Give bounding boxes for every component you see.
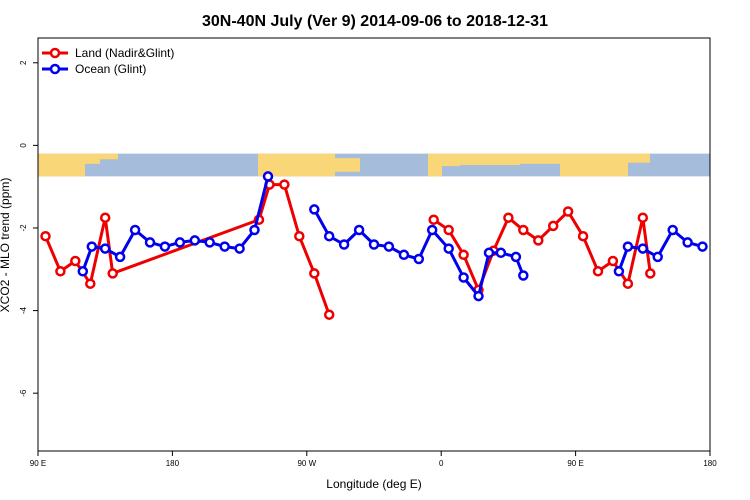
land-point-3 xyxy=(85,278,96,289)
band-land-3 xyxy=(258,153,335,177)
ocean-point-33 xyxy=(652,251,663,263)
ocean-point-27 xyxy=(495,247,507,259)
x-axis-label: Longitude (deg E) xyxy=(326,477,421,491)
x-tick-label-4: 90 E xyxy=(567,459,583,468)
ocean-point-22 xyxy=(426,224,438,236)
legend-ocean-marker xyxy=(49,63,61,75)
ocean-point-1 xyxy=(86,241,98,252)
ocean-point-20 xyxy=(398,249,410,261)
ocean-point-6 xyxy=(159,241,171,252)
y-tick-label-4: -6 xyxy=(19,389,28,397)
ocean-point-26 xyxy=(483,247,495,259)
chart-title: 30N-40N July (Ver 9) 2014-09-06 to 2018-… xyxy=(202,13,548,30)
ocean-point-19 xyxy=(383,241,395,252)
ocean-point-9 xyxy=(204,237,215,248)
land-point-5 xyxy=(107,268,118,279)
ocean-point-15 xyxy=(323,230,335,242)
series-layer xyxy=(40,171,708,320)
legend: Land (Nadir&Glint) Ocean (Glint) xyxy=(42,46,174,76)
legend-land-marker xyxy=(49,47,61,59)
ocean-point-23 xyxy=(443,243,454,254)
land-point-17 xyxy=(503,212,514,223)
x-tick-label-3: 0 xyxy=(439,459,444,468)
ocean-point-0 xyxy=(77,266,89,277)
land-point-8 xyxy=(279,179,290,190)
legend-ocean-label: Ocean (Glint) xyxy=(75,62,146,76)
land-point-10 xyxy=(309,268,320,279)
x-tick-label-1: 180 xyxy=(166,459,180,468)
ocean-point-18 xyxy=(368,239,380,250)
band-land-8 xyxy=(520,153,560,164)
axes-layer: 90 E 180 90 W 0 90 E 180 2 0 -2 -4 -6 xyxy=(19,60,717,468)
land-point-19 xyxy=(533,235,544,246)
ocean-point-24 xyxy=(458,272,469,283)
ocean-point-7 xyxy=(174,237,186,248)
ocean-point-11 xyxy=(234,243,245,254)
land-point-18 xyxy=(518,224,529,236)
land-point-22 xyxy=(577,230,589,242)
ocean-point-14 xyxy=(309,204,320,215)
land-point-1 xyxy=(55,266,66,277)
ocean-point-5 xyxy=(144,237,156,248)
ocean-point-10 xyxy=(219,241,230,252)
x-tick-label-2: 90 W xyxy=(297,459,316,468)
land-point-23 xyxy=(592,266,604,277)
land-point-4 xyxy=(99,212,111,223)
ocean-point-4 xyxy=(129,224,141,236)
ocean-point-8 xyxy=(189,235,201,246)
band-land-9 xyxy=(560,153,628,177)
land-point-27 xyxy=(645,268,656,279)
ocean-point-30 xyxy=(613,266,625,277)
land-point-25 xyxy=(622,278,634,289)
y-tick-label-0: 2 xyxy=(19,60,28,65)
ocean-point-17 xyxy=(353,224,365,236)
ocean-point-3 xyxy=(114,251,126,263)
band-land-4 xyxy=(335,158,360,172)
x-tick-label-5: 180 xyxy=(703,459,717,468)
band-land-10 xyxy=(628,153,650,163)
band-land-2 xyxy=(100,153,118,160)
band-land-1 xyxy=(85,153,100,164)
land-point-0 xyxy=(40,230,51,242)
land-point-20 xyxy=(547,220,559,232)
ocean-point-21 xyxy=(413,253,425,265)
ocean-point-34 xyxy=(667,224,678,236)
ocean-point-32 xyxy=(637,243,649,254)
ocean-series-line-1 xyxy=(312,208,525,298)
ocean-point-13 xyxy=(262,171,274,182)
x-tick-label-0: 90 E xyxy=(30,459,46,468)
ocean-point-2 xyxy=(99,243,111,254)
y-tick-label-1: 0 xyxy=(19,143,28,148)
y-axis-label: XCO2 - MLO trend (ppm) xyxy=(0,178,12,313)
land-point-9 xyxy=(294,230,305,242)
band-land-7 xyxy=(460,153,520,165)
ocean-point-28 xyxy=(510,251,522,263)
land-point-2 xyxy=(70,255,81,267)
band-land-0 xyxy=(38,153,85,177)
land-point-14 xyxy=(458,249,469,261)
land-point-11 xyxy=(323,309,335,320)
ocean-point-31 xyxy=(622,241,634,252)
band-land-5 xyxy=(428,153,442,177)
band-land-6 xyxy=(442,153,460,167)
land-point-21 xyxy=(562,206,574,217)
ocean-point-25 xyxy=(473,290,484,302)
ocean-point-35 xyxy=(682,237,693,248)
legend-land-label: Land (Nadir&Glint) xyxy=(75,46,174,60)
ocean-point-12 xyxy=(249,224,260,236)
y-tick-label-3: -4 xyxy=(19,306,28,314)
ocean-point-29 xyxy=(518,270,529,281)
land-point-26 xyxy=(637,212,649,223)
land-point-24 xyxy=(607,255,619,267)
plot-frame xyxy=(37,37,711,452)
ocean-point-36 xyxy=(697,241,708,252)
land-point-12 xyxy=(428,214,439,225)
land-point-13 xyxy=(443,224,454,236)
ocean-point-16 xyxy=(338,239,350,250)
map-band xyxy=(38,153,710,177)
y-tick-label-2: -2 xyxy=(19,224,28,232)
